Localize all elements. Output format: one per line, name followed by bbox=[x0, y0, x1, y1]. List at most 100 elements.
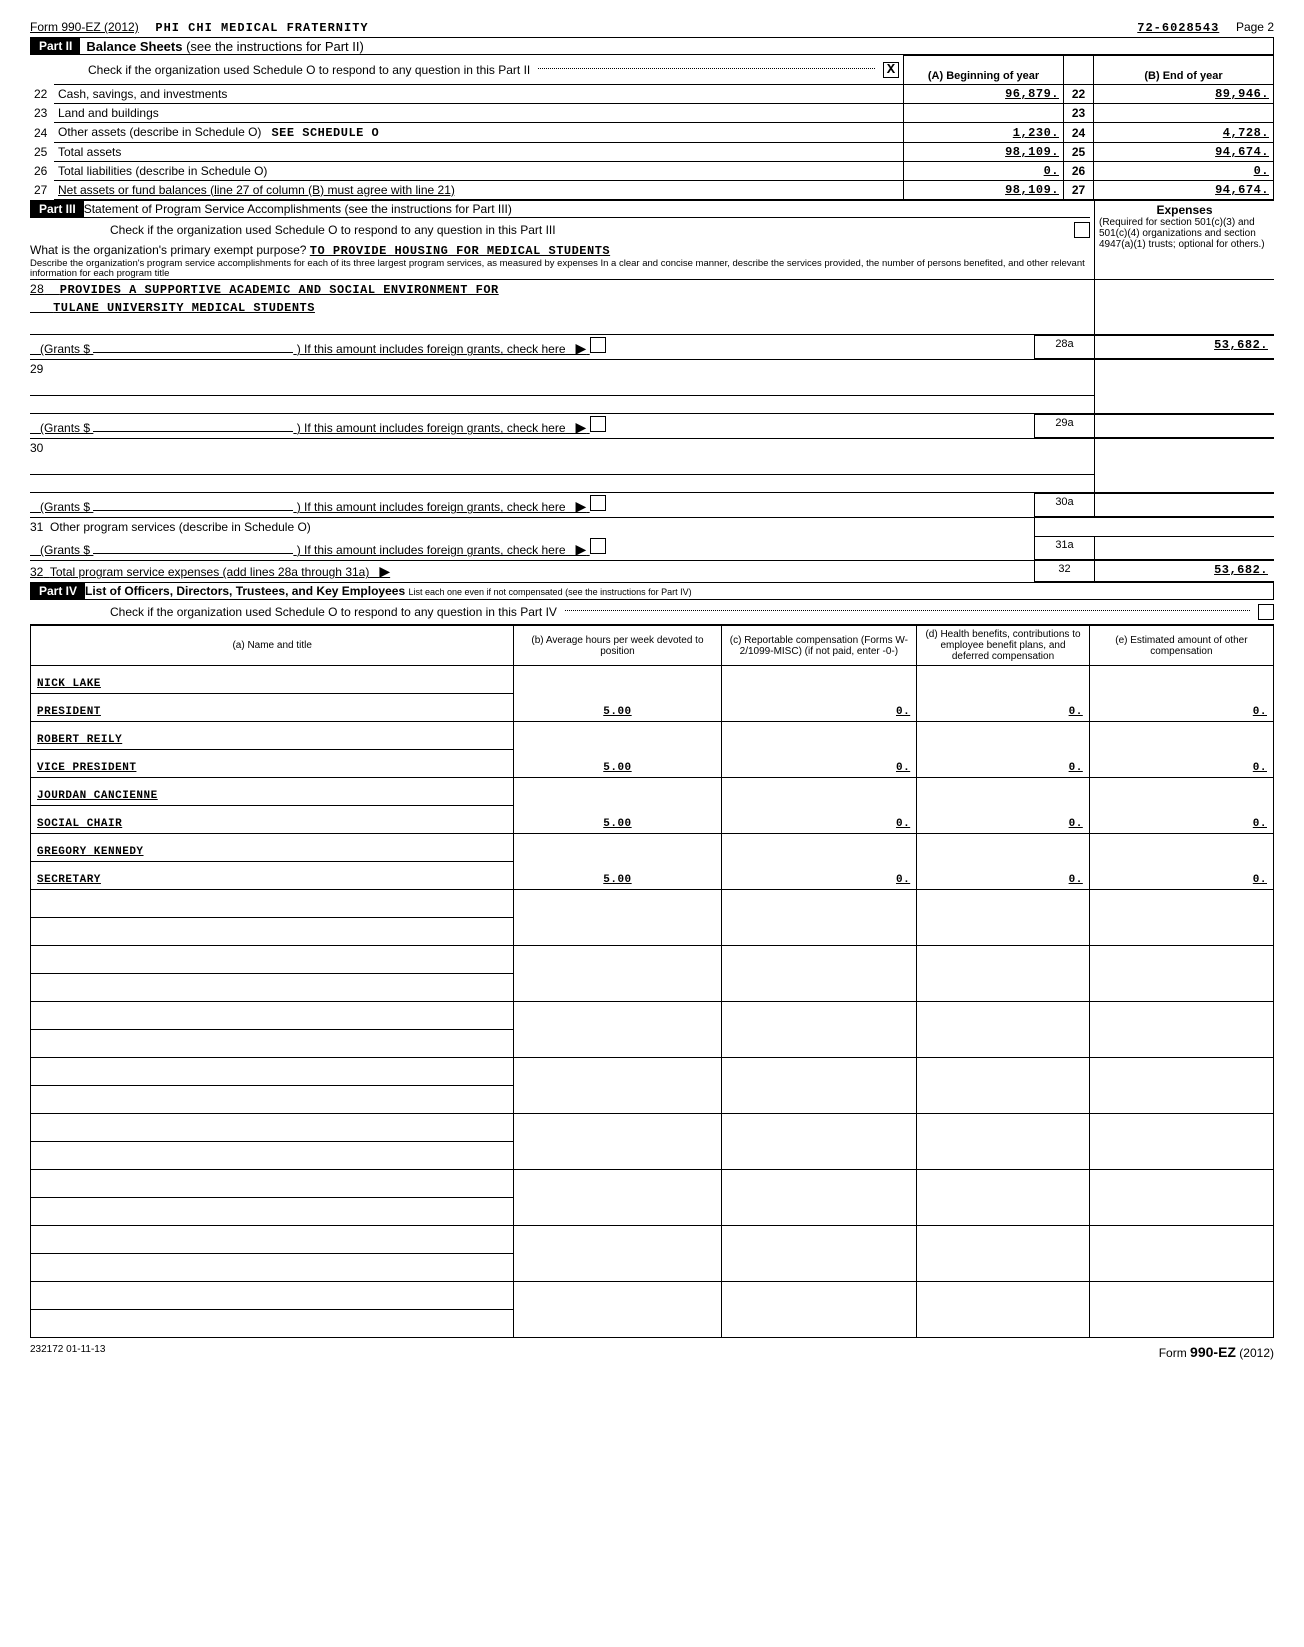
blank-cell bbox=[917, 1114, 1090, 1170]
form-name: Form 990-EZ (2012) bbox=[30, 20, 139, 34]
grants-29: (Grants $ ) If this amount includes fore… bbox=[30, 414, 1274, 438]
officer-hours: 5.00 bbox=[514, 666, 721, 722]
officer-title: PRESIDENT bbox=[31, 694, 514, 722]
officer-comp: 0. bbox=[721, 722, 917, 778]
balance-lineno: 22 bbox=[30, 84, 54, 103]
line-31: 31 Other program services (describe in S… bbox=[30, 517, 1274, 536]
program-30: 30 bbox=[30, 438, 1274, 493]
amount-32: 53,682. bbox=[1094, 561, 1274, 582]
blank-cell bbox=[721, 1114, 917, 1170]
line28-num: 28 bbox=[30, 282, 44, 296]
balance-label: Land and buildings bbox=[54, 103, 904, 122]
balance-ln: 23 bbox=[1064, 103, 1094, 122]
grants-28-checkbox[interactable] bbox=[590, 337, 606, 353]
balance-lineno: 25 bbox=[30, 142, 54, 161]
form-header: Form 990-EZ (2012) PHI CHI MEDICAL FRATE… bbox=[30, 20, 1274, 38]
part2-label: Part II bbox=[31, 38, 80, 54]
blank-cell bbox=[917, 890, 1090, 946]
blank-name bbox=[31, 1282, 514, 1310]
blank-cell bbox=[514, 1114, 721, 1170]
part2-checkbox[interactable]: X bbox=[883, 62, 899, 78]
box-29a: 29a bbox=[1034, 414, 1094, 438]
balance-label: Net assets or fund balances (line 27 of … bbox=[54, 180, 904, 199]
amount-31a bbox=[1094, 536, 1274, 560]
grants-31-checkbox[interactable] bbox=[590, 538, 606, 554]
expenses-header: Expenses bbox=[1099, 203, 1270, 217]
line-32: 32 Total program service expenses (add l… bbox=[30, 560, 1274, 583]
blank-cell bbox=[514, 1170, 721, 1226]
balance-col-b: 94,674. bbox=[1094, 180, 1274, 199]
balance-lineno: 24 bbox=[30, 122, 54, 142]
expenses-sub: (Required for section 501(c)(3) and 501(… bbox=[1099, 217, 1270, 250]
blank-cell bbox=[1089, 1170, 1273, 1226]
balance-lineno: 26 bbox=[30, 161, 54, 180]
blank-name bbox=[31, 946, 514, 974]
blank-title bbox=[31, 1086, 514, 1114]
blank-cell bbox=[917, 946, 1090, 1002]
blank-title bbox=[31, 1142, 514, 1170]
blank-title bbox=[31, 1310, 514, 1338]
blank-title bbox=[31, 1198, 514, 1226]
balance-lineno: 27 bbox=[30, 180, 54, 199]
part4-checkbox[interactable] bbox=[1258, 604, 1274, 620]
part2-header: Part II Balance Sheets (see the instruct… bbox=[30, 38, 1274, 55]
blank-cell bbox=[514, 946, 721, 1002]
officer-other: 0. bbox=[1089, 778, 1273, 834]
blank-cell bbox=[514, 1282, 721, 1338]
col-a-header: (A) Beginning of year bbox=[904, 56, 1064, 85]
balance-ln: 24 bbox=[1064, 122, 1094, 142]
part3-section: Part III Statement of Program Service Ac… bbox=[30, 200, 1274, 280]
blank-title bbox=[31, 1030, 514, 1058]
officer-hours: 5.00 bbox=[514, 834, 721, 890]
grants-28: (Grants $ ) If this amount includes fore… bbox=[30, 335, 1274, 359]
officer-other: 0. bbox=[1089, 722, 1273, 778]
amount-29a bbox=[1094, 414, 1274, 438]
balance-lineno: 23 bbox=[30, 103, 54, 122]
grants-text: ) If this amount includes foreign grants… bbox=[297, 342, 566, 356]
part3-checkbox[interactable] bbox=[1074, 222, 1090, 238]
part4-check-text: Check if the organization used Schedule … bbox=[110, 605, 557, 619]
blank-cell bbox=[1089, 1114, 1273, 1170]
blank-cell bbox=[917, 1282, 1090, 1338]
part3-desc-small: Describe the organization's program serv… bbox=[30, 259, 1090, 280]
col-b-header: (B) End of year bbox=[1094, 56, 1274, 85]
program-29: 29 bbox=[30, 359, 1274, 414]
balance-ln: 27 bbox=[1064, 180, 1094, 199]
grants-prefix: (Grants $ bbox=[40, 342, 90, 356]
blank-name bbox=[31, 1002, 514, 1030]
part4-title: List of Officers, Directors, Trustees, a… bbox=[85, 584, 692, 598]
balance-label: Total liabilities (describe in Schedule … bbox=[54, 161, 904, 180]
balance-col-a: 0. bbox=[904, 161, 1064, 180]
blank-title bbox=[31, 1254, 514, 1282]
balance-col-b: 0. bbox=[1094, 161, 1274, 180]
blank-cell bbox=[1089, 1058, 1273, 1114]
blank-name bbox=[31, 1226, 514, 1254]
balance-col-b: 4,728. bbox=[1094, 122, 1274, 142]
officer-other: 0. bbox=[1089, 666, 1273, 722]
program-28: 28 PROVIDES A SUPPORTIVE ACADEMIC AND SO… bbox=[30, 279, 1274, 335]
purpose-text: TO PROVIDE HOUSING FOR MEDICAL STUDENTS bbox=[310, 244, 610, 258]
officer-comp: 0. bbox=[721, 778, 917, 834]
grants-29-checkbox[interactable] bbox=[590, 416, 606, 432]
blank-cell bbox=[917, 1226, 1090, 1282]
blank-title bbox=[31, 918, 514, 946]
balance-ln: 26 bbox=[1064, 161, 1094, 180]
balance-col-b: 89,946. bbox=[1094, 84, 1274, 103]
blank-cell bbox=[514, 1002, 721, 1058]
officer-benefits: 0. bbox=[917, 666, 1090, 722]
form-title: Form 990-EZ (2012) PHI CHI MEDICAL FRATE… bbox=[30, 20, 369, 35]
blank-cell bbox=[721, 1002, 917, 1058]
blank-cell bbox=[1089, 1226, 1273, 1282]
blank-cell bbox=[721, 946, 917, 1002]
officer-benefits: 0. bbox=[917, 778, 1090, 834]
footer-right: Form 990-EZ (2012) bbox=[1159, 1344, 1274, 1360]
officer-benefits: 0. bbox=[917, 834, 1090, 890]
officer-title: SOCIAL CHAIR bbox=[31, 806, 514, 834]
blank-cell bbox=[514, 1226, 721, 1282]
blank-cell bbox=[514, 890, 721, 946]
grants-30-checkbox[interactable] bbox=[590, 495, 606, 511]
balance-col-a bbox=[904, 103, 1064, 122]
blank-name bbox=[31, 1170, 514, 1198]
blank-cell bbox=[1089, 1282, 1273, 1338]
balance-col-b bbox=[1094, 103, 1274, 122]
